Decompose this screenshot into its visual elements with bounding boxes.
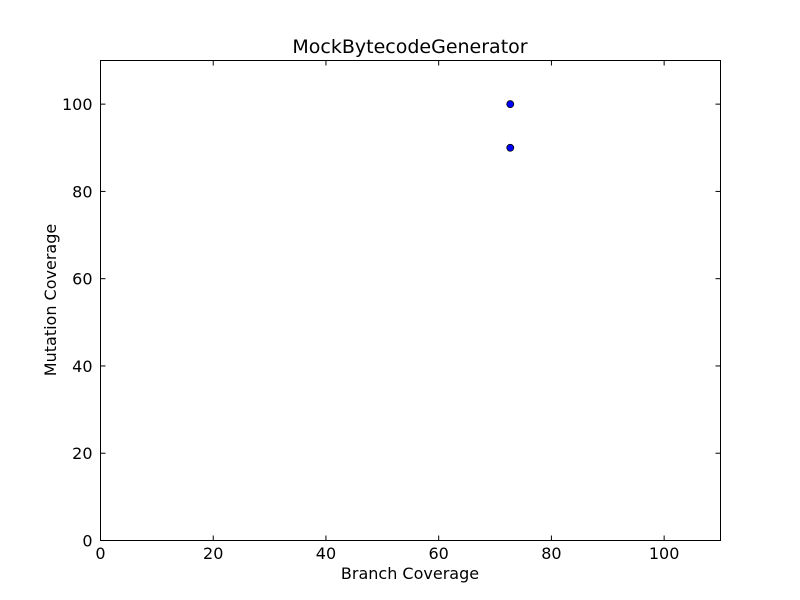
y-tick-label: 80 — [72, 182, 92, 201]
x-axis-ticks: 0 20 40 60 80 100 — [95, 60, 680, 563]
scatter-point — [506, 143, 515, 152]
x-tick-label: 100 — [649, 544, 680, 563]
data-points — [506, 100, 515, 152]
chart-title: MockBytecodeGenerator — [292, 36, 527, 58]
y-axis-label: Mutation Coverage — [41, 224, 60, 376]
y-tick-label: 100 — [62, 95, 93, 114]
y-tick-label: 20 — [72, 444, 92, 463]
y-tick-label: 40 — [72, 357, 92, 376]
scatter-point — [506, 100, 515, 109]
y-tick-label: 0 — [82, 532, 92, 551]
y-tick-label: 60 — [72, 270, 92, 289]
x-tick-label: 80 — [541, 544, 561, 563]
x-tick-label: 60 — [429, 544, 449, 563]
x-axis-label: Branch Coverage — [341, 564, 479, 583]
plot-area-frame — [100, 60, 721, 541]
x-tick-label: 0 — [95, 544, 105, 563]
y-axis-ticks: 0 20 40 60 80 100 — [62, 95, 721, 551]
x-tick-label: 40 — [316, 544, 336, 563]
x-tick-label: 20 — [203, 544, 223, 563]
